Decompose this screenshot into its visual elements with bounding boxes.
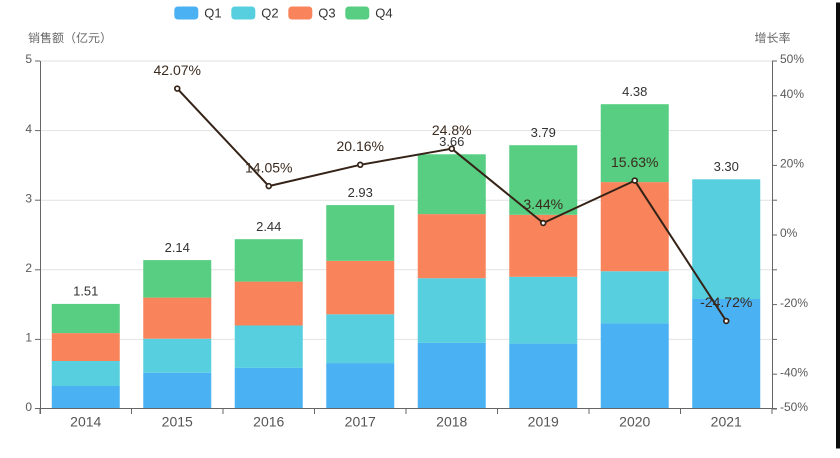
svg-text:3.66: 3.66 (439, 134, 464, 149)
svg-text:4.38: 4.38 (622, 84, 647, 99)
svg-text:2019: 2019 (528, 414, 559, 430)
svg-text:-20%: -20% (780, 296, 808, 310)
svg-text:Q2: Q2 (261, 6, 278, 21)
svg-text:2021: 2021 (711, 414, 742, 430)
svg-text:0: 0 (25, 400, 32, 414)
svg-text:15.63%: 15.63% (611, 154, 658, 170)
svg-text:2: 2 (25, 261, 32, 275)
svg-text:-24.72%: -24.72% (700, 294, 752, 310)
svg-text:Q3: Q3 (318, 6, 335, 21)
svg-text:2017: 2017 (345, 414, 376, 430)
svg-text:2018: 2018 (436, 414, 467, 430)
svg-text:1.51: 1.51 (73, 284, 98, 299)
svg-text:3: 3 (25, 191, 32, 205)
svg-text:-40%: -40% (780, 365, 808, 379)
svg-text:2020: 2020 (619, 414, 650, 430)
svg-text:14.05%: 14.05% (245, 159, 292, 175)
svg-text:24.8%: 24.8% (432, 122, 472, 138)
svg-text:50%: 50% (780, 52, 804, 66)
svg-text:40%: 40% (780, 87, 804, 101)
svg-text:2016: 2016 (253, 414, 284, 430)
svg-text:Q1: Q1 (204, 6, 221, 21)
svg-text:5: 5 (25, 52, 32, 66)
svg-text:2.93: 2.93 (348, 185, 373, 200)
svg-text:4: 4 (25, 122, 32, 136)
svg-text:1: 1 (25, 331, 32, 345)
svg-text:2.14: 2.14 (165, 240, 190, 255)
svg-text:2014: 2014 (70, 414, 101, 430)
svg-text:20%: 20% (780, 157, 804, 171)
svg-text:3.79: 3.79 (531, 125, 556, 140)
svg-text:2.44: 2.44 (256, 219, 281, 234)
svg-text:20.16%: 20.16% (337, 138, 384, 154)
svg-text:2015: 2015 (162, 414, 193, 430)
svg-text:3.44%: 3.44% (523, 196, 563, 212)
svg-text:-50%: -50% (780, 400, 808, 414)
svg-text:0%: 0% (780, 226, 798, 240)
svg-text:3.30: 3.30 (714, 159, 739, 174)
svg-text:Q4: Q4 (375, 6, 392, 21)
svg-text:42.07%: 42.07% (154, 62, 201, 78)
